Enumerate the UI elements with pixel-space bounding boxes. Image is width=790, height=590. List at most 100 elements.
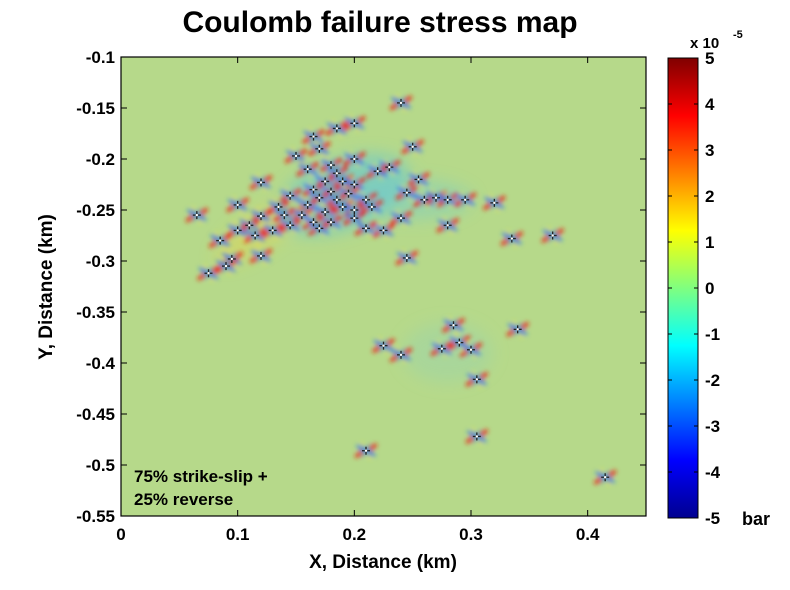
event-marker — [397, 214, 405, 223]
event-marker — [443, 195, 452, 204]
colorbar-tick-label: 4 — [705, 95, 715, 114]
event-marker — [321, 177, 330, 186]
event-marker — [332, 169, 341, 178]
y-tick-label: -0.2 — [86, 150, 115, 169]
event-marker — [513, 325, 522, 334]
colorbar-tick-label: 2 — [705, 187, 714, 206]
chart-title: Coulomb failure stress map — [182, 6, 578, 39]
colorbar-ticks: 5 4 3 2 1 0 -1 -2 -3 -4 -5 — [668, 49, 721, 528]
event-marker — [350, 206, 359, 214]
event-marker — [233, 200, 242, 209]
event-marker — [297, 211, 306, 220]
event-marker — [257, 251, 265, 260]
event-marker — [268, 226, 277, 235]
event-marker — [385, 163, 394, 172]
event-marker — [467, 345, 475, 354]
plot-background — [121, 57, 646, 516]
x-tick-label: 0 — [116, 525, 125, 544]
annotation-line-1: 75% strike-slip + — [134, 467, 268, 486]
event-marker — [490, 198, 499, 207]
event-marker — [257, 212, 265, 221]
event-marker — [274, 202, 283, 211]
event-marker — [309, 132, 318, 141]
colorbar-tick-label: -2 — [705, 371, 720, 390]
event-markers — [192, 98, 610, 482]
y-tick-label: -0.25 — [76, 201, 115, 220]
event-marker — [286, 221, 295, 230]
event-marker — [443, 221, 452, 230]
colorbar-scale-exponent: -5 — [733, 29, 743, 41]
event-marker — [338, 177, 347, 186]
colorbar-tick-label: -5 — [705, 509, 720, 528]
event-marker — [414, 175, 423, 184]
y-tick-label: -0.55 — [76, 507, 115, 526]
event-marker — [350, 180, 359, 189]
event-marker — [420, 195, 429, 204]
colorbar-tick-label: -4 — [705, 463, 721, 482]
event-marker — [461, 195, 470, 204]
colorbar-tick-label: -3 — [705, 417, 720, 436]
event-marker — [338, 202, 347, 211]
event-marker — [286, 191, 295, 200]
y-tick-label: -0.1 — [86, 48, 115, 67]
event-marker — [192, 211, 201, 220]
y-axis-label: Y, Distance (km) — [36, 214, 57, 360]
event-marker — [315, 144, 324, 153]
event-marker — [373, 167, 382, 176]
event-marker — [315, 193, 324, 202]
event-marker — [327, 161, 335, 170]
y-axis: -0.1 -0.15 -0.2 -0.25 -0.3 -0.35 -0.4 -0.45 -0.5… — [76, 48, 646, 526]
event-marker — [455, 338, 464, 347]
event-marker — [362, 224, 370, 233]
event-marker — [327, 218, 335, 227]
event-marker — [222, 262, 230, 271]
y-tick-label: -0.4 — [86, 354, 116, 373]
event-marker — [449, 321, 458, 330]
event-marker — [350, 214, 359, 223]
event-marker — [402, 188, 411, 197]
plot-frame — [120, 56, 647, 517]
colorbar-tick-label: -1 — [705, 325, 720, 344]
colorbar: 5 4 3 2 1 0 -1 -2 -3 -4 -5 x 10 -5 bar — [667, 29, 770, 529]
event-marker — [362, 446, 370, 455]
event-marker — [379, 341, 388, 350]
event-marker — [350, 155, 359, 163]
event-marker — [216, 236, 225, 245]
event-marker — [408, 142, 417, 151]
event-marker — [245, 221, 254, 230]
x-tick-label: 0.2 — [343, 525, 367, 544]
event-marker — [350, 119, 359, 128]
event-marker — [233, 226, 242, 235]
event-marker — [332, 124, 341, 133]
colorbar-tick-label: 0 — [705, 279, 714, 298]
y-tick-label: -0.45 — [76, 405, 115, 424]
event-marker — [204, 269, 213, 278]
colorbar-tick-label: 3 — [705, 141, 714, 160]
event-marker — [601, 473, 610, 482]
event-marker — [402, 253, 411, 262]
y-tick-label: -0.5 — [86, 456, 115, 475]
event-marker — [472, 432, 481, 441]
annotation-line-2: 25% reverse — [134, 490, 233, 509]
event-marker — [251, 231, 260, 240]
x-tick-label: 0.3 — [459, 525, 483, 544]
event-marker — [397, 350, 405, 359]
y-tick-label: -0.35 — [76, 303, 115, 322]
event-marker — [257, 178, 265, 187]
x-axis-label: X, Distance (km) — [309, 552, 457, 573]
x-tick-label: 0.1 — [226, 525, 250, 544]
y-tick-label: -0.3 — [86, 252, 115, 271]
event-marker — [303, 165, 312, 174]
event-marker — [397, 98, 405, 107]
event-marker — [309, 185, 318, 194]
colorbar-unit: bar — [742, 509, 770, 529]
event-marker — [379, 226, 388, 235]
event-marker — [332, 195, 341, 204]
event-marker — [303, 200, 312, 209]
colorbar-tick-label: 5 — [705, 49, 714, 68]
event-marker — [327, 187, 335, 196]
event-marker — [280, 211, 289, 220]
event-marker — [309, 218, 318, 227]
event-marker — [315, 224, 324, 233]
event-marker — [227, 254, 236, 263]
